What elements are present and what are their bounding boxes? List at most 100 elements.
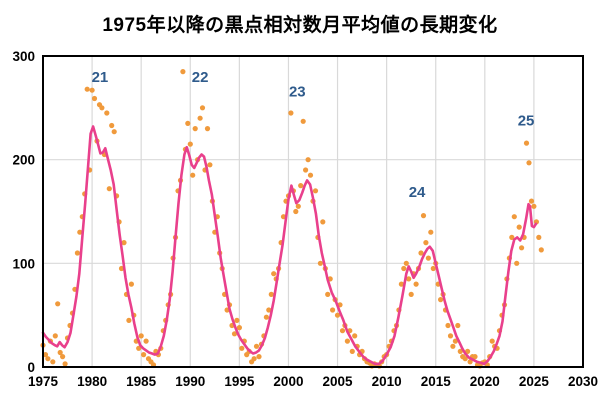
monthly-point	[207, 162, 213, 168]
x-tick-label: 2020	[470, 374, 500, 389]
cycle-label-25: 25	[518, 112, 535, 129]
monthly-point	[55, 301, 61, 307]
monthly-point	[57, 349, 63, 356]
monthly-point	[180, 69, 186, 75]
y-tick-label: 0	[27, 360, 35, 375]
monthly-point	[197, 115, 203, 121]
x-tick-label: 2005	[323, 374, 354, 389]
monthly-point	[295, 203, 301, 209]
chart-title: 1975年以降の黒点相対数月平均値の長期変化	[102, 15, 498, 36]
monthly-point	[418, 250, 424, 256]
monthly-point	[239, 345, 245, 351]
monthly-point	[445, 322, 451, 329]
monthly-point	[447, 333, 454, 339]
monthly-point	[45, 356, 51, 362]
monthly-point	[489, 338, 495, 344]
y-tick-label: 100	[12, 256, 35, 271]
monthly-point	[420, 213, 427, 219]
monthly-point	[268, 291, 274, 297]
monthly-point	[430, 265, 436, 272]
monthly-point	[236, 325, 242, 331]
monthly-point	[472, 354, 478, 360]
monthly-point	[320, 219, 326, 225]
monthly-point	[42, 352, 49, 358]
cycle-label-23: 23	[289, 83, 306, 100]
monthly-point	[413, 281, 419, 287]
monthly-point	[111, 129, 117, 135]
monthly-point	[349, 348, 355, 354]
smoothed-line	[41, 125, 538, 366]
monthly-point	[192, 126, 198, 132]
monthly-point	[204, 126, 211, 132]
monthly-point	[99, 105, 105, 111]
monthly-point	[305, 157, 311, 163]
monthly-point	[325, 291, 331, 297]
monthly-point	[457, 348, 463, 354]
x-tick-label: 1995	[224, 374, 255, 389]
monthly-point	[303, 167, 309, 173]
monthly-point	[89, 87, 95, 93]
monthly-point	[263, 314, 269, 320]
monthly-point	[523, 140, 530, 146]
monthly-point	[452, 338, 458, 344]
monthly-point	[288, 110, 294, 116]
monthly-point	[141, 352, 147, 358]
monthly-point	[138, 333, 144, 339]
x-tick-label: 1985	[126, 374, 157, 389]
monthly-point	[143, 338, 149, 344]
y-tick-label: 200	[12, 153, 35, 168]
monthly-point	[74, 250, 80, 256]
monthly-point	[536, 234, 542, 240]
monthly-point	[317, 260, 323, 266]
x-tick-label: 1990	[175, 374, 205, 389]
monthly-point	[121, 240, 127, 246]
monthly-point	[256, 354, 262, 360]
monthly-point	[406, 276, 412, 282]
monthly-point	[352, 333, 358, 339]
x-tick-label: 2025	[519, 374, 550, 389]
monthly-point	[312, 188, 319, 194]
monthly-point	[77, 229, 83, 235]
monthly-point	[187, 141, 193, 147]
monthly-point	[307, 172, 314, 178]
x-tick-label: 1975	[28, 374, 59, 389]
monthly-point	[401, 265, 407, 272]
monthly-point	[398, 281, 404, 287]
monthly-point	[438, 297, 444, 303]
monthly-point	[516, 224, 522, 230]
monthly-point	[234, 317, 240, 323]
monthly-point	[106, 186, 112, 192]
monthly-point	[298, 183, 304, 189]
monthly-point	[185, 120, 191, 126]
monthly-point	[199, 105, 206, 111]
monthly-point	[266, 307, 272, 313]
monthly-point	[136, 345, 142, 351]
monthly-point	[526, 160, 532, 166]
x-tick-label: 2015	[421, 374, 452, 389]
x-tick-label: 2000	[273, 374, 303, 389]
monthly-point	[511, 214, 517, 220]
monthly-point	[62, 361, 68, 367]
x-tick-label: 2010	[372, 374, 402, 389]
monthly-point	[455, 322, 461, 329]
monthly-point	[84, 86, 90, 92]
monthly-point	[190, 172, 196, 178]
monthly-point	[330, 307, 336, 313]
x-tick-label: 2030	[568, 374, 598, 389]
monthly-point	[408, 291, 414, 297]
monthly-point	[251, 356, 257, 362]
monthly-point	[50, 359, 56, 365]
monthly-point	[528, 198, 535, 204]
monthly-point	[514, 260, 520, 266]
monthly-point	[300, 118, 306, 124]
monthly-point	[423, 240, 429, 246]
monthly-point	[109, 122, 115, 129]
monthly-point	[531, 203, 537, 209]
monthly-point	[339, 328, 346, 334]
monthly-point	[428, 229, 434, 235]
monthly-point	[450, 343, 456, 349]
cycle-label-24: 24	[409, 184, 426, 201]
monthly-point	[91, 95, 98, 102]
monthly-point	[334, 312, 341, 318]
